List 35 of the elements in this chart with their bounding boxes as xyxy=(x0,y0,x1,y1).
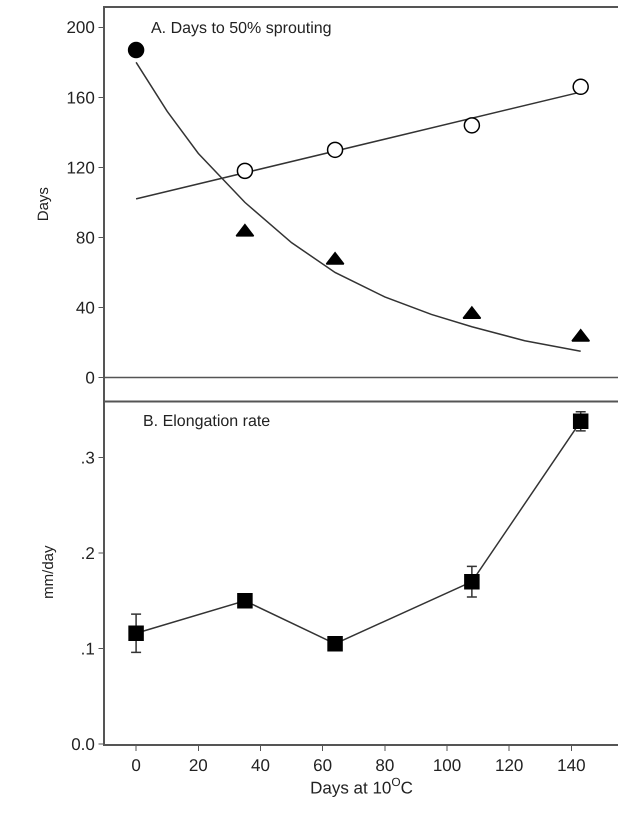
y-tick-label: 200 xyxy=(66,18,95,38)
x-tick-label: 60 xyxy=(313,756,332,776)
point xyxy=(128,626,144,641)
x-tick-label: 120 xyxy=(494,756,524,776)
y-tick-label: 0 xyxy=(85,368,95,388)
y-tick-label: 80 xyxy=(76,228,95,248)
y-tick-label: 40 xyxy=(76,298,95,318)
text: A. Days to 50% sprouting xyxy=(151,20,332,37)
point xyxy=(572,78,589,96)
y-axis-title: mm/day xyxy=(40,544,57,599)
x-tick-label: 80 xyxy=(375,756,394,776)
y-tick-label: 120 xyxy=(66,158,95,178)
y-tick-label: .3 xyxy=(80,448,95,468)
point xyxy=(237,593,253,609)
x-tick-label: 20 xyxy=(188,756,208,776)
y-tick-label: 0.0 xyxy=(71,734,95,754)
y-tick-label: .2 xyxy=(80,544,95,563)
point xyxy=(464,574,480,590)
x-tick-label: 40 xyxy=(250,756,270,776)
x-axis-title: Days at 10$^{O}$C xyxy=(310,775,413,798)
point xyxy=(128,42,144,58)
x-tick-label: 100 xyxy=(432,756,462,776)
point xyxy=(327,636,343,652)
point xyxy=(464,117,480,134)
point xyxy=(236,162,254,180)
point xyxy=(326,252,344,265)
x-tick-label: 140 xyxy=(557,756,586,776)
text: B. Elongation rate xyxy=(143,413,270,430)
x-tick-label: 0 xyxy=(131,756,141,776)
y-axis-title: Days xyxy=(35,187,52,222)
point xyxy=(236,224,254,237)
y-tick-label: .1 xyxy=(80,639,95,658)
point xyxy=(326,142,344,158)
line-series xyxy=(135,62,582,352)
y-tick-label: 160 xyxy=(66,88,95,108)
